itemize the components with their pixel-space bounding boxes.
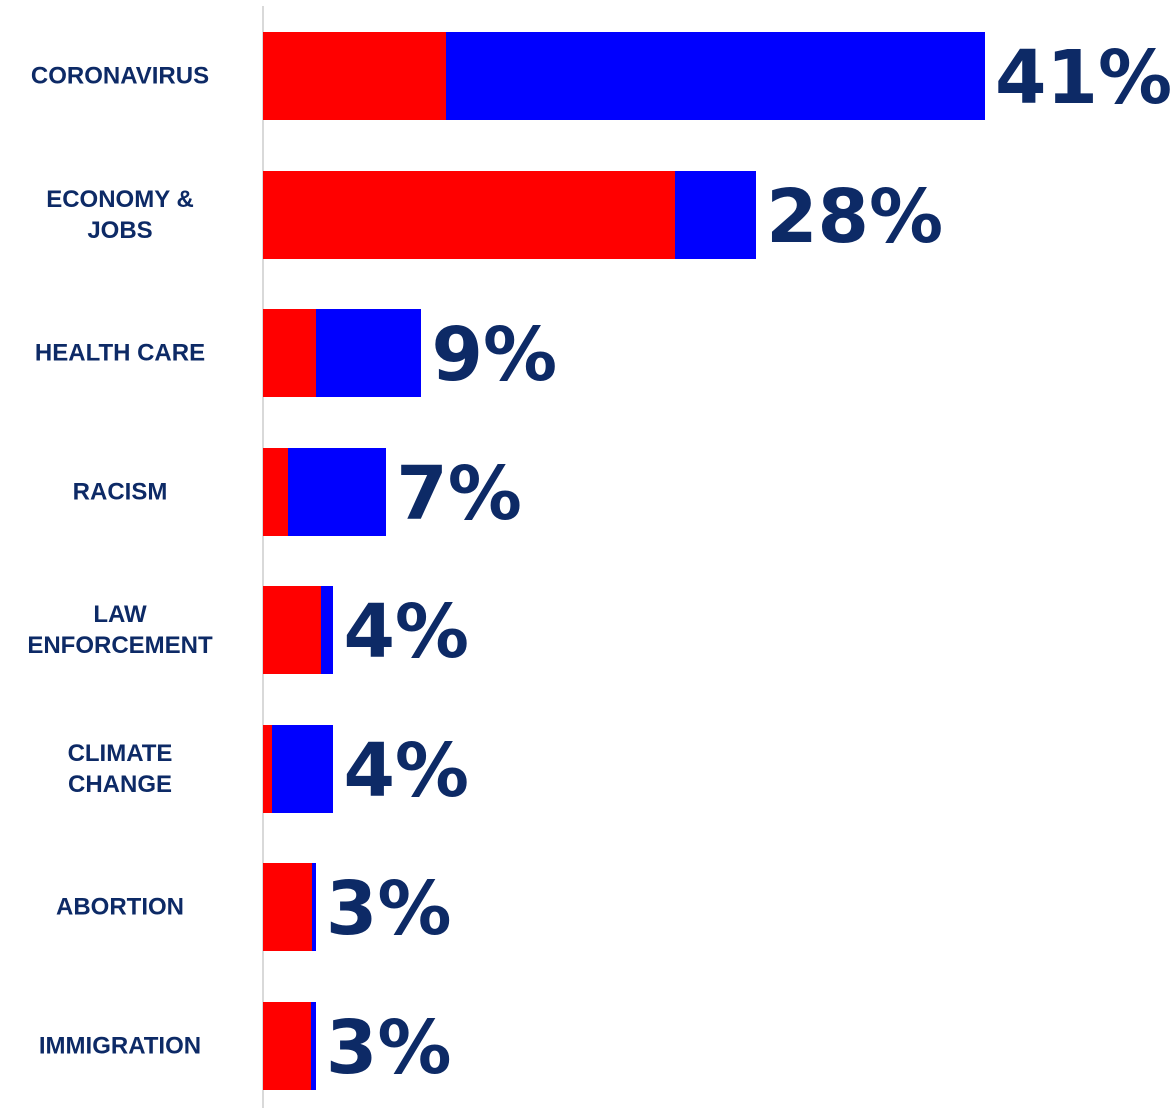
value-label: 9% xyxy=(431,312,558,398)
category-label: RACISM xyxy=(72,478,168,505)
category-label: CORONAVIRUS xyxy=(30,62,210,90)
category-axis-line xyxy=(262,6,264,1108)
red-bar-segment xyxy=(263,32,447,120)
category-label: LAW ENFORCEMENT xyxy=(27,601,213,659)
value-label: 28% xyxy=(766,173,944,260)
category-label: ECONOMY & JOBS xyxy=(46,185,194,244)
blue-bar-segment xyxy=(310,1001,316,1090)
category-label: CLIMATE CHANGE xyxy=(67,739,173,798)
blue-bar-segment xyxy=(312,863,316,951)
value-label: 7% xyxy=(396,450,522,537)
blue-bar-segment xyxy=(321,586,334,674)
value-label: 3% xyxy=(325,866,452,952)
red-bar-segment xyxy=(263,586,322,674)
blue-bar-segment xyxy=(271,724,334,813)
value-label: 4% xyxy=(343,727,470,814)
category-label: ABORTION xyxy=(56,893,184,921)
red-bar-segment xyxy=(263,1001,311,1090)
red-bar-segment xyxy=(263,724,272,813)
blue-bar-segment xyxy=(446,32,985,120)
value-label: 41% xyxy=(995,35,1170,121)
blue-bar-segment xyxy=(287,447,387,536)
blue-bar-segment xyxy=(315,309,422,397)
red-bar-segment xyxy=(263,863,313,951)
red-bar-segment xyxy=(263,309,316,397)
red-bar-segment xyxy=(263,170,676,259)
category-label: HEALTH CARE xyxy=(34,339,206,367)
blue-bar-segment xyxy=(675,170,757,259)
value-label: 3% xyxy=(325,1004,452,1091)
value-label: 4% xyxy=(343,589,470,675)
red-bar-segment xyxy=(263,447,288,536)
category-label: IMMIGRATION xyxy=(38,1032,202,1059)
